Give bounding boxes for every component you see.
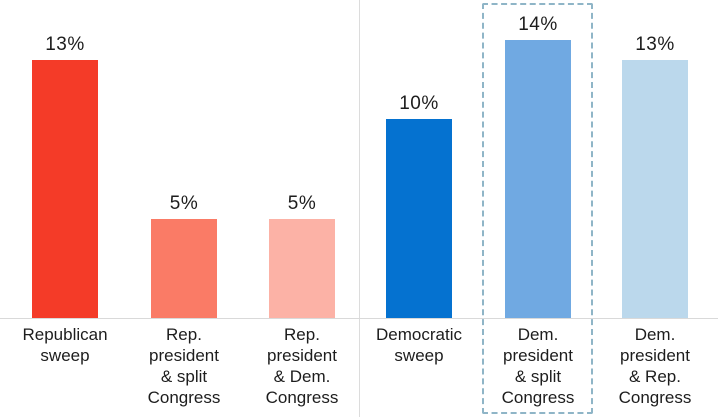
bar-value-label: 5% [169, 193, 199, 214]
group-divider-line [359, 0, 360, 417]
bar [32, 60, 98, 318]
bar-category-label: Democratic sweep [376, 325, 462, 365]
bar-group-republican-sweep: 13% Republican sweep [6, 0, 124, 417]
bar-category-label: Rep. president & split Congress [147, 325, 221, 407]
bar-category-label: Republican sweep [22, 325, 108, 365]
bar-group-rep-president-dem-congress: 5% Rep. president & Dem. Congress [243, 0, 361, 417]
x-axis-line [0, 318, 718, 319]
bar [622, 60, 688, 318]
bar-value-label: 13% [45, 34, 85, 55]
bar-group-dem-president-split-congress: 14% Dem. president & split Congress [479, 0, 597, 417]
bar-group-rep-president-split-congress: 5% Rep. president & split Congress [125, 0, 243, 417]
bar-category-label: Rep. president & Dem. Congress [265, 325, 339, 407]
bar-group-dem-president-rep-congress: 13% Dem. president & Rep. Congress [596, 0, 714, 417]
bar-value-label: 10% [399, 93, 439, 114]
bar [386, 119, 452, 318]
bar [269, 219, 335, 318]
bar [151, 219, 217, 318]
bar-value-label: 13% [635, 34, 675, 55]
bar-category-label: Dem. president & Rep. Congress [618, 325, 692, 407]
bar [505, 40, 571, 318]
bar-value-label: 5% [287, 193, 317, 214]
bar-group-democratic-sweep: 10% Democratic sweep [360, 0, 478, 417]
bar-category-label: Dem. president & split Congress [501, 325, 575, 407]
bar-value-label: 14% [518, 14, 558, 35]
